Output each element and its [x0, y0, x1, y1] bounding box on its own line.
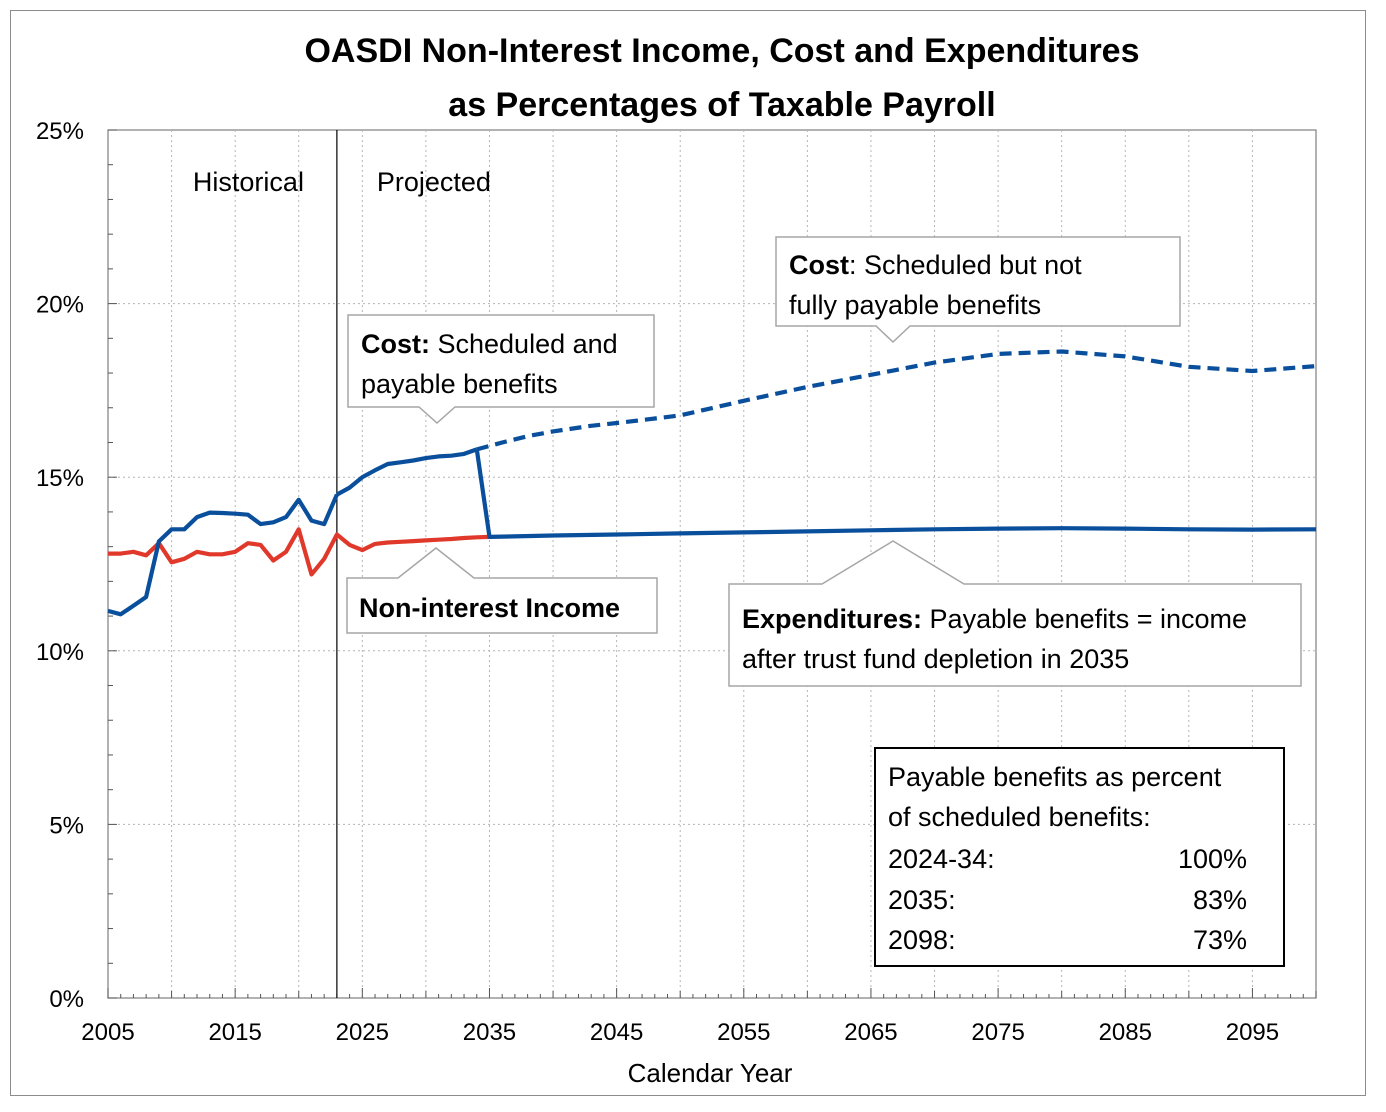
callout-cost-not-payable-bold: Cost [789, 250, 849, 280]
y-tick-label: 0% [49, 986, 84, 1013]
projected-label: Projected [377, 167, 491, 197]
series-line-income [108, 527, 490, 577]
table-row-period: 2024-34: [888, 844, 995, 874]
x-tick-label: 2065 [844, 1019, 897, 1046]
callout-expenditures-line1: Payable benefits = income [922, 604, 1247, 634]
svg-text:Expenditures: Payable benefits: Expenditures: Payable benefits = income [742, 604, 1247, 634]
x-tick-label: 2015 [208, 1019, 261, 1046]
callout-cost-not-payable: Cost: Scheduled but not fully payable be… [775, 236, 1181, 344]
svg-text:Cost: Scheduled but not: Cost: Scheduled but not [789, 250, 1082, 280]
callout-expenditures-line2: after trust fund depletion in 2035 [742, 644, 1129, 674]
table-row-value: 100% [1178, 844, 1247, 874]
series-lines [107, 349, 1317, 617]
table-row-value: 73% [1193, 925, 1247, 955]
y-tick-label: 5% [49, 812, 84, 839]
x-tick-label: 2095 [1226, 1019, 1279, 1046]
y-tick-label: 10% [36, 639, 84, 666]
x-tick-label: 2005 [81, 1019, 134, 1046]
svg-text:Cost: Scheduled and: Cost: Scheduled and [361, 329, 618, 359]
callout-income-label: Non-interest Income [359, 593, 620, 623]
x-tick-label: 2035 [463, 1019, 516, 1046]
callout-income: Non-interest Income [346, 547, 658, 634]
table-row-value: 83% [1193, 885, 1247, 915]
x-tick-label: 2085 [1099, 1019, 1152, 1046]
x-tick-labels: 2005 2015 2025 2035 2045 2055 2065 2075 2085 2095 [81, 1019, 1279, 1046]
series-line-expenditures [474, 449, 1317, 540]
historical-label: Historical [193, 167, 304, 197]
x-tick-label: 2055 [717, 1019, 770, 1046]
callout-cost-not-payable-line1: : Scheduled but not [849, 250, 1082, 280]
callout-cost-payable-bold: Cost: [361, 329, 430, 359]
x-tick-label: 2075 [971, 1019, 1024, 1046]
axis-ticks [107, 129, 1317, 999]
series-line-cost-scheduled-payable [335, 447, 478, 497]
callout-expenditures: Expenditures: Payable benefits = income … [728, 540, 1302, 687]
x-tick-label: 2045 [590, 1019, 643, 1046]
y-tick-label: 15% [36, 465, 84, 492]
payable-benefits-table: Payable benefits as percent of scheduled… [874, 747, 1285, 967]
y-tick-label: 25% [36, 118, 84, 145]
callout-expenditures-bold: Expenditures: [742, 604, 922, 634]
callout-cost-payable-line2: payable benefits [361, 369, 558, 399]
chart-title-line-1: OASDI Non-Interest Income, Cost and Expe… [304, 32, 1139, 70]
x-tick-label: 2025 [336, 1019, 389, 1046]
series-line-cost-historical [107, 493, 339, 617]
table-row-period: 2098: [888, 925, 956, 955]
x-axis-title: Calendar Year [628, 1058, 793, 1088]
table-heading-line-2: of scheduled benefits: [888, 802, 1151, 832]
table-heading-line-1: Payable benefits as percent [888, 762, 1222, 792]
y-tick-labels: 0% 5% 10% 15% 20% 25% [36, 118, 84, 1013]
callout-cost-payable-line1: Scheduled and [430, 329, 618, 359]
callout-cost-not-payable-line2: fully payable benefits [789, 290, 1041, 320]
chart-title-line-2: as Percentages of Taxable Payroll [448, 86, 995, 124]
y-tick-label: 20% [36, 292, 84, 319]
table-row-period: 2035: [888, 885, 956, 915]
callout-cost-payable: Cost: Scheduled and payable benefits [347, 314, 655, 425]
